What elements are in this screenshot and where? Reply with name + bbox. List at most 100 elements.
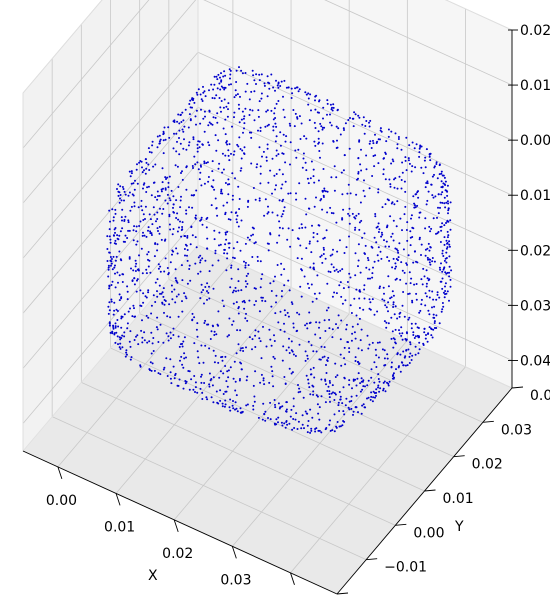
grid-line-z-back xyxy=(203,0,513,141)
data-point xyxy=(354,360,357,362)
data-point xyxy=(128,256,131,259)
data-point xyxy=(110,298,113,301)
data-point xyxy=(305,322,308,325)
data-point xyxy=(161,181,164,184)
data-point xyxy=(202,117,205,120)
data-point xyxy=(417,352,420,355)
data-point xyxy=(247,264,250,267)
data-point xyxy=(389,185,392,188)
data-point xyxy=(277,100,280,102)
data-point xyxy=(409,341,412,344)
data-point xyxy=(127,310,130,313)
data-point xyxy=(165,357,168,360)
data-point xyxy=(358,116,361,119)
data-point xyxy=(327,385,330,388)
data-point xyxy=(179,114,182,116)
data-point xyxy=(271,192,273,195)
data-point xyxy=(195,109,198,112)
data-point xyxy=(209,338,212,340)
x-axis-line xyxy=(22,450,338,595)
data-point xyxy=(148,169,151,171)
data-point xyxy=(117,183,120,186)
data-point xyxy=(379,250,382,253)
data-point xyxy=(365,168,368,171)
data-point xyxy=(227,242,230,245)
data-point xyxy=(327,306,330,309)
data-point xyxy=(386,357,389,360)
data-point xyxy=(424,292,427,295)
data-point xyxy=(398,175,401,178)
data-point xyxy=(406,221,409,224)
data-point xyxy=(210,204,213,207)
data-point xyxy=(323,236,326,239)
data-point xyxy=(332,212,335,215)
data-point xyxy=(182,130,185,133)
data-point xyxy=(320,254,323,257)
data-point xyxy=(400,334,403,337)
data-point xyxy=(232,256,234,259)
data-point xyxy=(447,234,450,237)
data-point xyxy=(153,181,156,184)
data-point xyxy=(331,384,334,387)
data-point xyxy=(180,235,183,238)
data-point xyxy=(292,405,295,408)
data-point xyxy=(290,301,293,304)
data-point xyxy=(275,173,278,175)
data-point xyxy=(233,150,236,153)
data-point xyxy=(368,187,371,190)
data-point xyxy=(263,82,266,85)
data-point xyxy=(350,312,353,314)
data-point xyxy=(215,333,218,336)
data-point xyxy=(326,99,329,102)
data-point xyxy=(202,91,205,94)
data-point xyxy=(193,375,196,377)
data-point xyxy=(184,108,187,111)
data-point xyxy=(222,204,225,207)
data-point xyxy=(382,168,385,171)
pane-edge xyxy=(22,0,103,94)
data-point xyxy=(430,227,433,230)
data-point xyxy=(156,295,159,298)
data-point xyxy=(446,246,449,249)
data-point xyxy=(186,259,189,262)
data-point xyxy=(280,262,283,265)
data-point xyxy=(339,395,342,398)
data-point xyxy=(299,390,302,393)
data-point xyxy=(213,361,216,364)
data-point xyxy=(126,327,129,330)
data-point xyxy=(333,399,336,401)
data-point xyxy=(431,257,434,259)
data-point xyxy=(139,220,142,223)
data-point xyxy=(350,407,353,410)
data-point xyxy=(402,291,405,293)
data-point xyxy=(272,118,275,121)
data-point xyxy=(156,211,159,214)
data-point xyxy=(321,190,324,193)
data-point xyxy=(326,190,329,193)
data-point xyxy=(330,392,333,395)
data-point xyxy=(276,214,279,217)
data-point xyxy=(162,341,165,344)
data-point xyxy=(317,130,320,133)
data-point xyxy=(156,218,159,220)
data-point xyxy=(398,312,401,315)
data-point xyxy=(220,100,223,102)
data-point xyxy=(351,387,353,390)
data-point xyxy=(329,400,331,403)
data-point xyxy=(274,312,277,315)
data-point xyxy=(121,208,124,211)
data-point xyxy=(424,254,427,257)
data-point xyxy=(377,356,380,359)
data-point xyxy=(265,156,268,159)
data-point xyxy=(401,229,403,232)
data-point xyxy=(257,330,260,333)
data-point xyxy=(166,176,169,179)
data-point xyxy=(256,163,259,166)
data-point xyxy=(348,408,351,411)
data-point xyxy=(416,334,419,337)
data-point xyxy=(118,346,121,349)
data-point xyxy=(134,270,137,272)
data-point xyxy=(211,384,214,387)
data-point xyxy=(141,336,144,339)
grid-line-z-left xyxy=(22,0,197,204)
